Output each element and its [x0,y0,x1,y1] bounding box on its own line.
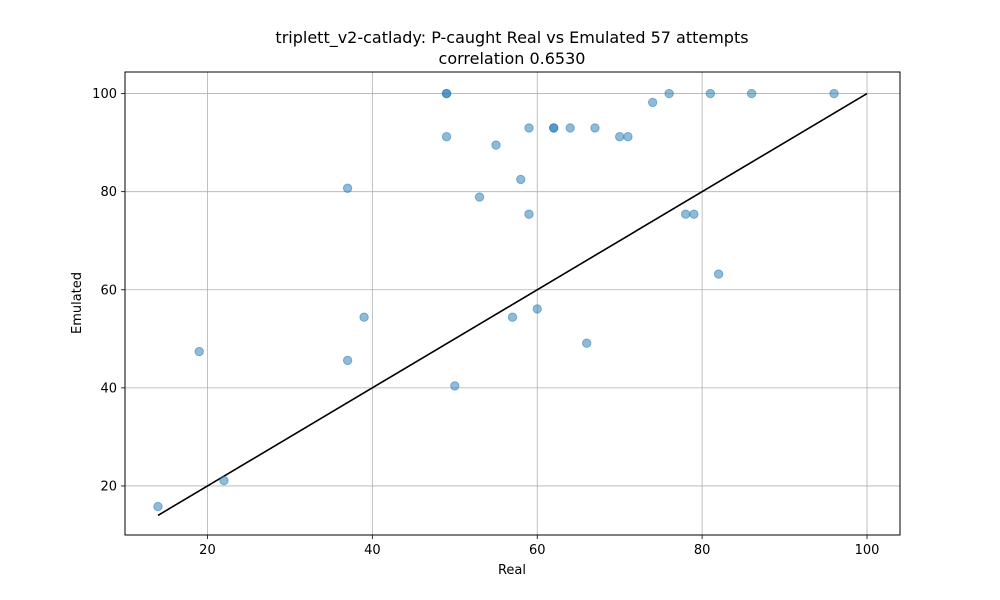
x-axis-label: Real [498,563,526,578]
data-point [623,132,633,142]
data-point [565,123,575,133]
data-point [713,269,724,279]
data-point [647,97,658,108]
data-point [441,88,452,99]
x-tick-label: 40 [364,543,381,558]
data-point [829,88,839,99]
y-tick-label: 40 [100,381,117,396]
data-point [689,209,699,219]
data-point [507,312,518,322]
y-tick-label: 100 [92,87,117,102]
y-axis-label: Emulated [70,272,85,334]
x-tick-label: 60 [529,543,546,558]
data-point [441,132,452,142]
data-point [705,88,716,99]
data-point [524,123,534,133]
data-point [590,123,600,133]
data-point [359,312,369,322]
data-point [516,174,526,185]
data-point [219,475,229,486]
data-point [450,381,460,391]
x-tick-label: 80 [694,543,711,558]
data-point [746,88,757,99]
y-tick-label: 80 [100,185,117,200]
data-point [582,338,592,348]
data-point [474,192,485,202]
data-point [491,140,501,150]
data-points [153,88,839,512]
chart-title-line2: correlation 0.6530 [439,49,586,68]
grid-lines [125,72,900,535]
data-point [194,346,204,357]
x-tick-label: 20 [199,543,216,558]
plot-frame [124,71,901,536]
data-point [664,88,674,99]
y-axis-ticks: 20 40 60 80 100 [92,87,125,494]
data-point [532,304,542,314]
x-axis-ticks: 20 40 60 80 100 [199,535,879,558]
reference-line [157,92,868,517]
y-tick-label: 20 [100,479,117,494]
data-point [342,355,353,366]
data-point [614,132,625,142]
data-point [549,123,559,133]
data-point [524,209,534,219]
data-point [153,501,163,512]
x-tick-label: 100 [855,543,880,558]
chart-title-line1: triplett_v2-catlady: P-caught Real vs Em… [275,28,748,48]
data-point [342,183,353,193]
y-tick-label: 60 [100,283,117,298]
reference-line-layer [157,92,868,517]
data-point [680,209,691,219]
